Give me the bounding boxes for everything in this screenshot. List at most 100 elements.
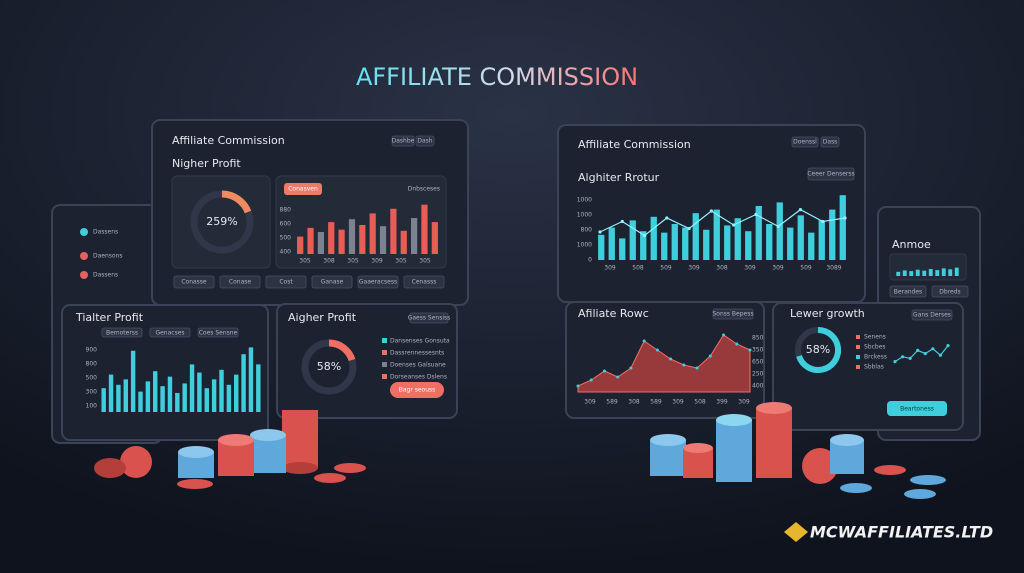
legend-swatch [382, 350, 387, 355]
card [889, 253, 967, 281]
point [938, 353, 943, 357]
bar [379, 226, 387, 254]
bar [130, 350, 136, 412]
bar [766, 224, 773, 260]
button[interactable] [415, 135, 435, 147]
button[interactable] [712, 308, 754, 320]
point [642, 339, 646, 343]
axis-label: 308 [628, 399, 640, 406]
legend-label: Doenses Galsuane [390, 362, 446, 369]
bar [671, 224, 678, 260]
bar [234, 374, 239, 412]
button[interactable] [173, 275, 215, 289]
button[interactable] [791, 136, 819, 148]
bar [797, 215, 804, 260]
button[interactable] [265, 275, 307, 289]
panel-title: Lewer growth [790, 307, 865, 320]
point [923, 352, 927, 356]
button-label: Ceeer Denserss [807, 171, 854, 178]
button[interactable] [311, 275, 353, 289]
bar [661, 232, 668, 260]
point [798, 208, 803, 212]
bar [328, 222, 335, 254]
point [616, 375, 620, 379]
card [171, 175, 271, 269]
axis-label: 309 [672, 399, 684, 406]
legend-label: Sbblas [864, 364, 884, 371]
bar [256, 364, 261, 412]
bar [902, 270, 907, 276]
bar [745, 231, 752, 260]
button-label: Cost [279, 279, 293, 286]
button[interactable] [357, 275, 399, 289]
button-label: Dashbe [392, 138, 415, 145]
axis-label: 508 [694, 399, 706, 406]
axis-label: 305 [395, 258, 407, 265]
watermark: MCWAFFILIATES.LTD [810, 523, 993, 542]
panel [557, 124, 866, 303]
donut-label: 58% [317, 360, 341, 373]
button-label: Berandes [894, 289, 922, 296]
axis-label: 309 [604, 265, 616, 272]
button[interactable] [887, 401, 947, 416]
axis-label: 300 [86, 389, 98, 396]
point [776, 224, 780, 228]
button[interactable] [390, 382, 444, 398]
button[interactable] [101, 327, 143, 338]
button[interactable] [911, 309, 953, 321]
button-label: Doenssl [793, 139, 817, 146]
axis-label: 650 [752, 359, 764, 366]
logo-icon [784, 522, 808, 542]
bar [160, 386, 165, 412]
icon [80, 228, 88, 236]
bar [734, 218, 741, 260]
row-label: Dassens [93, 229, 118, 236]
button-label: Cenasss [412, 279, 437, 286]
point [602, 369, 606, 373]
bar [808, 232, 815, 260]
point [754, 212, 758, 217]
axis-label: 309 [371, 258, 383, 265]
legend-label: Dorseanses Dslens [390, 374, 447, 381]
panel [772, 302, 964, 431]
button[interactable] [931, 285, 969, 298]
bar [692, 213, 699, 260]
button[interactable] [889, 285, 927, 298]
axis-label: 400 [752, 383, 764, 390]
point [665, 216, 669, 220]
donut-arc [328, 339, 356, 362]
button[interactable] [391, 135, 415, 147]
axis-label: 800 [581, 227, 593, 234]
button-label: Dash [417, 138, 432, 145]
point [908, 356, 912, 360]
bar [153, 371, 158, 412]
point [589, 378, 593, 382]
bar [941, 268, 946, 276]
bar [226, 384, 232, 412]
legend-label: Dansenses Gonsuta [390, 338, 450, 345]
button-label: Conase [229, 279, 251, 286]
legend-swatch [856, 365, 860, 369]
button[interactable] [820, 136, 840, 148]
axis-label: 1000 [577, 212, 592, 219]
bar [369, 213, 376, 254]
panel-title: Afiliate Rowc [578, 307, 649, 320]
button[interactable] [219, 275, 261, 289]
button-label: Sonss Bepess [712, 311, 753, 318]
axis-label: 309 [688, 265, 700, 272]
axis-label: 850 [752, 335, 764, 342]
panel-title: Aigher Profit [288, 311, 357, 324]
button[interactable] [197, 327, 239, 338]
button[interactable] [409, 312, 449, 324]
point [576, 384, 580, 388]
legend-label: Senens [864, 334, 886, 341]
bar [629, 220, 636, 260]
button-label: Bagr seouss [399, 387, 436, 394]
bar [619, 238, 626, 260]
button[interactable] [149, 327, 191, 338]
point [669, 357, 673, 361]
point [931, 347, 935, 351]
button[interactable] [403, 275, 445, 289]
button[interactable] [807, 167, 855, 181]
